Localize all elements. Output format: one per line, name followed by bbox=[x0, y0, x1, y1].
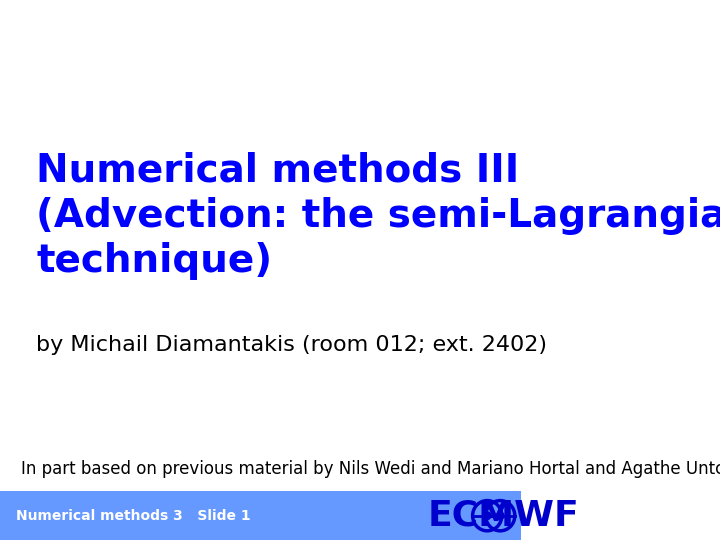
Text: Numerical methods III
(Advection: the semi-Lagrangian
technique): Numerical methods III (Advection: the se… bbox=[37, 151, 720, 280]
Text: ECMWF: ECMWF bbox=[427, 499, 579, 532]
Circle shape bbox=[496, 511, 505, 520]
Text: by Michail Diamantakis (room 012; ext. 2402): by Michail Diamantakis (room 012; ext. 2… bbox=[37, 335, 547, 355]
Text: Numerical methods 3   Slide 1: Numerical methods 3 Slide 1 bbox=[16, 509, 251, 523]
FancyBboxPatch shape bbox=[0, 491, 521, 540]
Circle shape bbox=[483, 511, 492, 520]
Text: In part based on previous material by Nils Wedi and Mariano Hortal and Agathe Un: In part based on previous material by Ni… bbox=[21, 460, 720, 478]
